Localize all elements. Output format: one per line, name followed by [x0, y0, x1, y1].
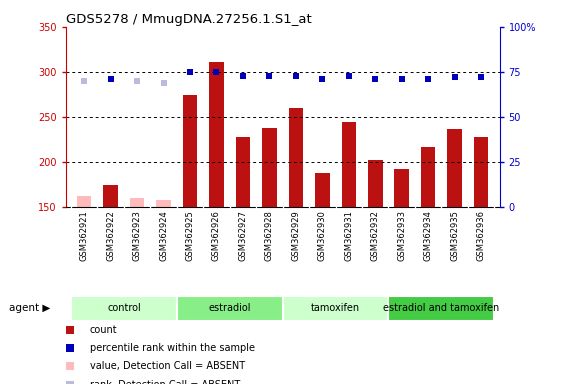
Text: control: control — [107, 303, 141, 313]
Text: agent ▶: agent ▶ — [9, 303, 50, 313]
Bar — [341, 122, 356, 207]
Text: GSM362928: GSM362928 — [265, 210, 274, 261]
Text: count: count — [90, 325, 117, 335]
Bar — [395, 169, 409, 207]
Bar — [315, 173, 329, 207]
Bar — [447, 129, 462, 207]
Text: value, Detection Call = ABSENT: value, Detection Call = ABSENT — [90, 361, 244, 371]
Bar — [368, 159, 383, 207]
Text: GSM362921: GSM362921 — [80, 210, 89, 261]
Text: estradiol: estradiol — [208, 303, 251, 313]
Bar — [288, 108, 303, 207]
Text: GSM362936: GSM362936 — [477, 210, 485, 261]
Text: GSM362924: GSM362924 — [159, 210, 168, 261]
Bar — [474, 137, 488, 207]
Text: rank, Detection Call = ABSENT: rank, Detection Call = ABSENT — [90, 380, 240, 384]
Text: tamoxifen: tamoxifen — [311, 303, 360, 313]
Text: GSM362934: GSM362934 — [424, 210, 433, 261]
Text: estradiol and tamoxifen: estradiol and tamoxifen — [383, 303, 500, 313]
Text: percentile rank within the sample: percentile rank within the sample — [90, 343, 255, 353]
Bar — [177, 296, 283, 321]
Text: GDS5278 / MmugDNA.27256.1.S1_at: GDS5278 / MmugDNA.27256.1.S1_at — [66, 13, 311, 26]
Bar — [77, 195, 91, 207]
Bar — [388, 296, 494, 321]
Bar — [103, 185, 118, 207]
Bar — [71, 296, 177, 321]
Text: GSM362927: GSM362927 — [239, 210, 247, 261]
Text: GSM362925: GSM362925 — [186, 210, 195, 261]
Text: GSM362922: GSM362922 — [106, 210, 115, 261]
Text: GSM362933: GSM362933 — [397, 210, 406, 261]
Bar — [183, 94, 198, 207]
Bar — [262, 128, 277, 207]
Bar — [236, 137, 250, 207]
Text: GSM362926: GSM362926 — [212, 210, 221, 261]
Text: GSM362930: GSM362930 — [318, 210, 327, 261]
Text: GSM362923: GSM362923 — [132, 210, 142, 261]
Bar — [156, 200, 171, 207]
Bar — [421, 147, 436, 207]
Bar — [283, 296, 388, 321]
Text: GSM362929: GSM362929 — [291, 210, 300, 261]
Text: GSM362931: GSM362931 — [344, 210, 353, 261]
Bar — [130, 198, 144, 207]
Bar — [209, 62, 224, 207]
Text: GSM362935: GSM362935 — [450, 210, 459, 261]
Text: GSM362932: GSM362932 — [371, 210, 380, 261]
